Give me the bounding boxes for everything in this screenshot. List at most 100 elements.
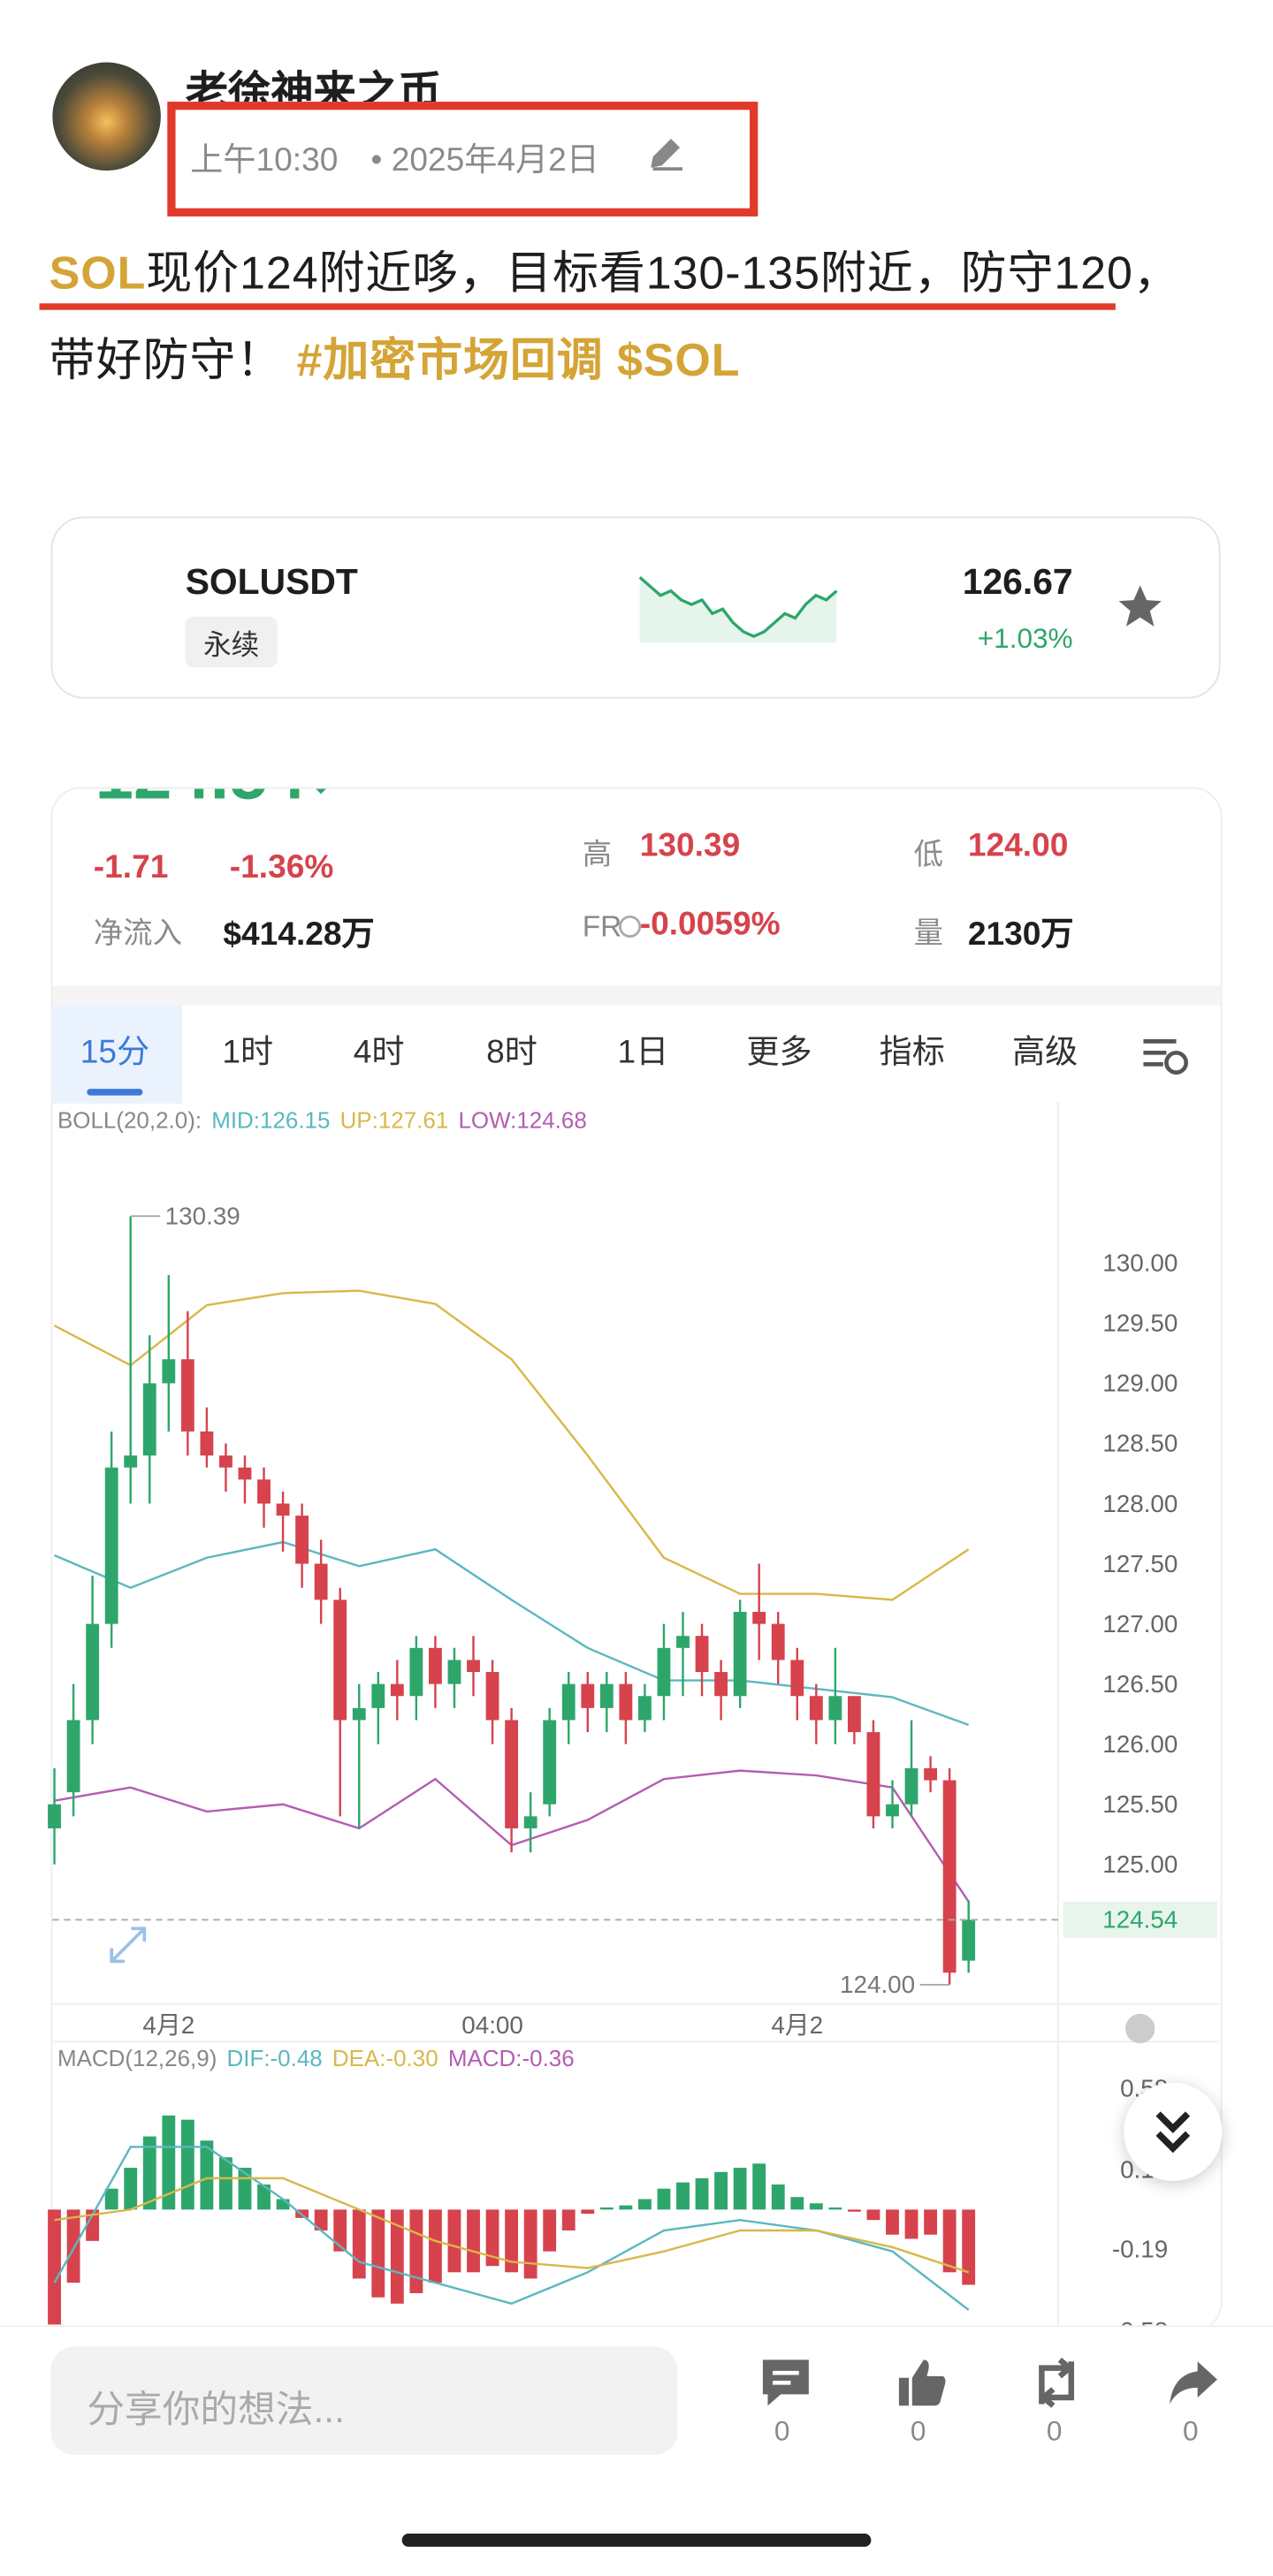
macd-bar xyxy=(86,2209,100,2241)
ticker-change: +1.03% xyxy=(977,623,1073,655)
candle-body xyxy=(66,1720,80,1793)
y-tick-label: 126.00 xyxy=(1102,1730,1178,1758)
tab[interactable]: 8时 xyxy=(486,1034,537,1071)
candle-body xyxy=(523,1816,537,1828)
candle-body xyxy=(124,1455,138,1468)
macd-bar xyxy=(657,2188,671,2210)
candle-body xyxy=(314,1563,328,1600)
high-label: 高 xyxy=(582,838,613,871)
tab[interactable]: 1日 xyxy=(617,1034,669,1071)
home-indicator xyxy=(401,2534,872,2547)
low-label: 低 xyxy=(913,838,944,871)
y-tick-label: 125.00 xyxy=(1102,1850,1178,1878)
extreme-label: 130.39 xyxy=(165,1202,240,1229)
comment-input[interactable]: 分享你的想法... xyxy=(50,2346,678,2455)
repost-count: 0 xyxy=(1046,2415,1063,2447)
tab[interactable]: 4时 xyxy=(353,1034,405,1071)
candle-body xyxy=(543,1720,557,1805)
chevron-icon xyxy=(1155,2111,1191,2154)
post-date: • 2025年4月2日 xyxy=(370,142,599,179)
ticker-card[interactable] xyxy=(50,516,1221,699)
tab[interactable]: 指标 xyxy=(879,1034,945,1071)
candle-body xyxy=(162,1359,176,1384)
post-time: 上午10:30 xyxy=(190,142,339,179)
input-placeholder: 分享你的想法... xyxy=(87,2387,346,2431)
tab-active-bg xyxy=(52,1005,182,1104)
macd-bar xyxy=(752,2163,766,2210)
tab[interactable]: 1时 xyxy=(222,1034,274,1071)
chart-settings-icon[interactable] xyxy=(1140,1033,1193,1079)
scroll-button[interactable] xyxy=(1124,2082,1223,2182)
share-icon[interactable] xyxy=(1165,2355,1221,2411)
macd-bar xyxy=(257,2184,271,2210)
macd-bar xyxy=(942,2209,957,2273)
like-icon[interactable] xyxy=(894,2355,949,2411)
tab[interactable]: 高级 xyxy=(1011,1034,1079,1071)
candle-body xyxy=(809,1696,823,1721)
tab[interactable]: 更多 xyxy=(746,1034,812,1071)
candle-body xyxy=(828,1696,842,1721)
candle-body xyxy=(276,1503,290,1516)
hashtag[interactable]: #加密市场回调 $SOL xyxy=(296,334,741,386)
macd-bar xyxy=(543,2209,557,2252)
collapse-icon xyxy=(1125,2013,1155,2044)
y-tick-label: 127.50 xyxy=(1102,1550,1178,1577)
x-tick-label: 4月2 xyxy=(142,2011,194,2039)
volume-value: 2130万 xyxy=(967,916,1074,954)
y-tick-label: 129.50 xyxy=(1102,1310,1178,1337)
candle-body xyxy=(771,1623,785,1660)
macd-bar xyxy=(790,2197,804,2210)
macd-bar xyxy=(619,2205,633,2210)
macd-bar xyxy=(676,2182,690,2210)
macd-bar xyxy=(809,2203,823,2210)
last-price-value: 124.54 xyxy=(95,789,306,814)
ticker-mention[interactable]: SOL xyxy=(49,247,147,299)
macd-bar xyxy=(581,2209,595,2215)
candle-body xyxy=(657,1647,671,1697)
macd-bar xyxy=(276,2199,290,2210)
avatar[interactable] xyxy=(52,62,161,171)
macd-bar xyxy=(48,2209,61,2325)
candle-body xyxy=(352,1707,366,1721)
macd-bar xyxy=(714,2171,728,2210)
candle-body xyxy=(333,1600,347,1721)
comment-icon[interactable] xyxy=(758,2355,813,2411)
macd-bar xyxy=(866,2209,880,2221)
fr-info-icon[interactable] xyxy=(619,915,642,938)
candle-body xyxy=(505,1720,519,1828)
tab[interactable]: 15分 xyxy=(80,1034,150,1071)
candle-body xyxy=(86,1623,100,1721)
macd-bar xyxy=(352,2209,366,2279)
macd-bar xyxy=(180,2119,194,2210)
y-tick-label: 129.00 xyxy=(1102,1370,1178,1397)
macd-bar xyxy=(733,2168,747,2210)
candle-body xyxy=(200,1431,214,1456)
macd-bar xyxy=(485,2209,499,2267)
y-tick-label: 130.00 xyxy=(1102,1250,1178,1277)
candle-body xyxy=(924,1767,938,1781)
high-value: 130.39 xyxy=(639,828,741,864)
expand-icon[interactable] xyxy=(110,1926,147,1964)
repost-icon[interactable] xyxy=(1029,2355,1085,2411)
legend-entry: LOW:124.68 xyxy=(458,1107,586,1134)
macd-bar xyxy=(200,2140,214,2210)
y-tick-label: 128.50 xyxy=(1102,1430,1178,1457)
macd-line xyxy=(54,2177,970,2274)
star-icon[interactable] xyxy=(1116,582,1165,632)
x-tick-label: 4月2 xyxy=(771,2011,823,2039)
legend-entry: MACD:-0.36 xyxy=(448,2045,575,2071)
like-count: 0 xyxy=(910,2415,926,2447)
candle-body xyxy=(942,1780,957,1973)
market-panel: 124.54↗ xyxy=(50,786,1223,2332)
macd-bar xyxy=(695,2177,709,2210)
candle-body xyxy=(257,1479,271,1504)
ticker-tag: 永续 xyxy=(185,616,278,668)
candle-body xyxy=(219,1455,232,1468)
macd-bar xyxy=(429,2209,442,2283)
legend-entry: DIF:-0.48 xyxy=(226,2045,322,2071)
macd-bar xyxy=(599,2207,614,2210)
edit-icon xyxy=(651,138,682,171)
low-value: 124.00 xyxy=(967,828,1069,864)
panel-divider xyxy=(52,985,1221,1006)
